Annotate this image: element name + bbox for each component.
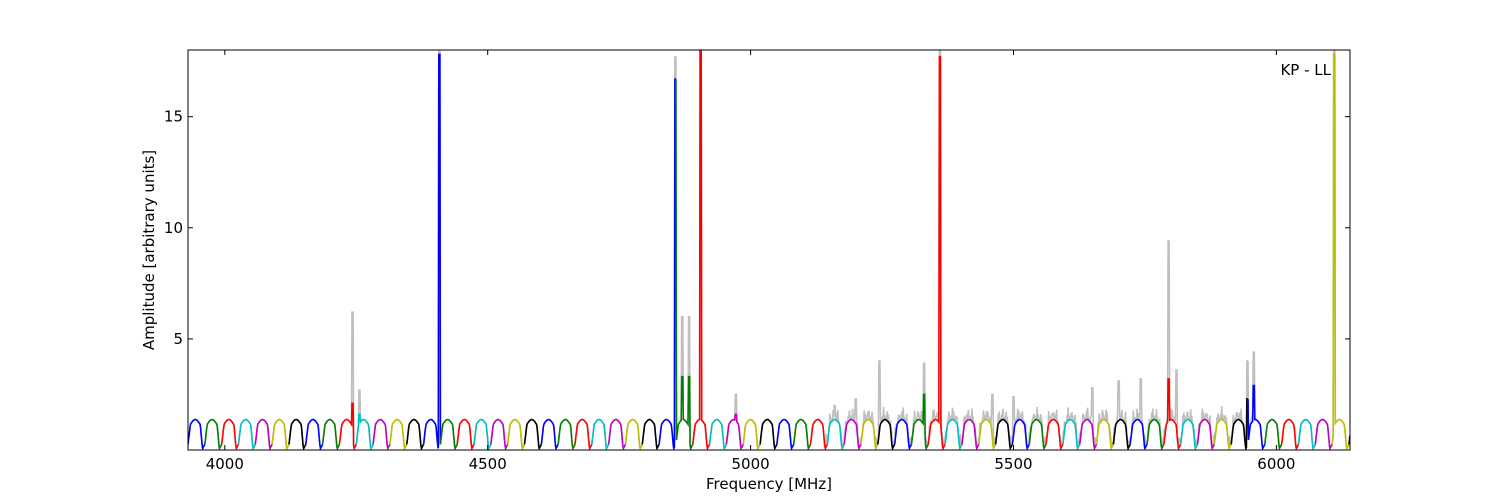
channel-trace <box>1129 418 1148 450</box>
channel-trace <box>1028 418 1047 450</box>
channel-trace <box>1230 398 1248 450</box>
y-axis-label: Amplitude [arbitrary units] <box>140 150 158 350</box>
x-axis-label: Frequency [MHz] <box>706 475 832 493</box>
channel-trace <box>692 50 711 450</box>
channel-trace <box>725 413 744 450</box>
channel-trace <box>1264 418 1283 450</box>
channel-trace <box>591 418 610 450</box>
channel-trace <box>338 402 357 450</box>
channel-trace <box>742 418 761 450</box>
channel-trace <box>1146 418 1165 450</box>
x-tick-label: 4500 <box>469 455 507 473</box>
x-axis: 4000 4500 5000 5500 6000 <box>206 50 1295 473</box>
channel-trace <box>422 53 442 449</box>
channel-trace <box>254 418 273 450</box>
channel-trace <box>776 418 795 450</box>
channel-trace <box>1247 384 1266 450</box>
channel-trace <box>490 418 509 450</box>
channel-trace <box>1011 418 1030 450</box>
y-axis: 5 10 15 <box>164 108 1350 348</box>
channel-trace <box>1112 418 1131 450</box>
channel-trace <box>759 418 778 450</box>
channel-trace <box>708 418 728 450</box>
channel-trace <box>1196 418 1216 450</box>
channel-trace <box>843 418 862 450</box>
channel-trace <box>1297 418 1317 450</box>
channel-trace <box>910 393 930 450</box>
channel-trace <box>271 418 290 450</box>
x-tick-label: 5500 <box>994 455 1032 473</box>
channel-trace <box>792 418 812 450</box>
channel-trace <box>355 413 374 450</box>
channel-trace <box>439 418 458 450</box>
channel-trace <box>1078 418 1098 450</box>
channel-trace <box>372 418 391 450</box>
channel-trace <box>405 418 425 450</box>
colored-series-layer <box>188 50 1350 450</box>
y-tick-label: 5 <box>173 330 183 348</box>
plot-area <box>188 50 1350 450</box>
channel-trace <box>1331 53 1350 450</box>
channel-trace <box>1095 418 1115 450</box>
channel-trace <box>624 418 644 450</box>
y-tick-label: 15 <box>164 108 183 126</box>
channel-trace <box>1213 418 1232 450</box>
x-tick-label: 4000 <box>206 455 244 473</box>
channel-trace <box>321 418 341 450</box>
channel-trace <box>860 418 879 450</box>
channel-trace <box>204 418 223 450</box>
channel-trace <box>1045 418 1064 450</box>
channel-trace <box>557 418 576 450</box>
plot-frame <box>187 49 1351 451</box>
channel-trace <box>473 418 492 450</box>
channel-trace <box>1062 418 1081 450</box>
y-tick-label: 10 <box>164 219 183 237</box>
channel-trace <box>1179 418 1199 450</box>
channel-trace <box>389 418 408 450</box>
channel-trace <box>1163 378 1182 450</box>
channel-trace <box>523 418 543 450</box>
channel-trace <box>540 418 559 450</box>
channel-trace <box>607 418 627 450</box>
x-tick-label: 6000 <box>1257 455 1295 473</box>
channel-trace <box>877 418 896 450</box>
channel-trace <box>1314 418 1333 450</box>
channel-trace <box>944 418 963 450</box>
channel-trace <box>237 418 257 450</box>
channel-trace <box>506 418 526 450</box>
channel-trace <box>288 418 307 450</box>
channel-trace <box>826 418 845 450</box>
channel-trace <box>978 418 997 450</box>
channel-trace <box>574 418 593 450</box>
channel-trace <box>994 418 1014 450</box>
channel-trace <box>927 55 946 450</box>
channel-trace <box>456 418 475 450</box>
channel-trace <box>961 418 980 450</box>
panel-annotation: KP - LL <box>1280 61 1331 79</box>
channel-trace <box>1280 418 1300 450</box>
channel-trace <box>658 78 676 450</box>
channel-trace <box>641 418 660 450</box>
channel-trace <box>220 418 240 450</box>
channel-trace <box>675 78 694 450</box>
channel-trace <box>893 418 913 450</box>
channel-trace <box>188 418 206 450</box>
channel-trace <box>809 418 829 450</box>
x-tick-label: 5000 <box>732 455 770 473</box>
channel-trace <box>305 418 324 450</box>
